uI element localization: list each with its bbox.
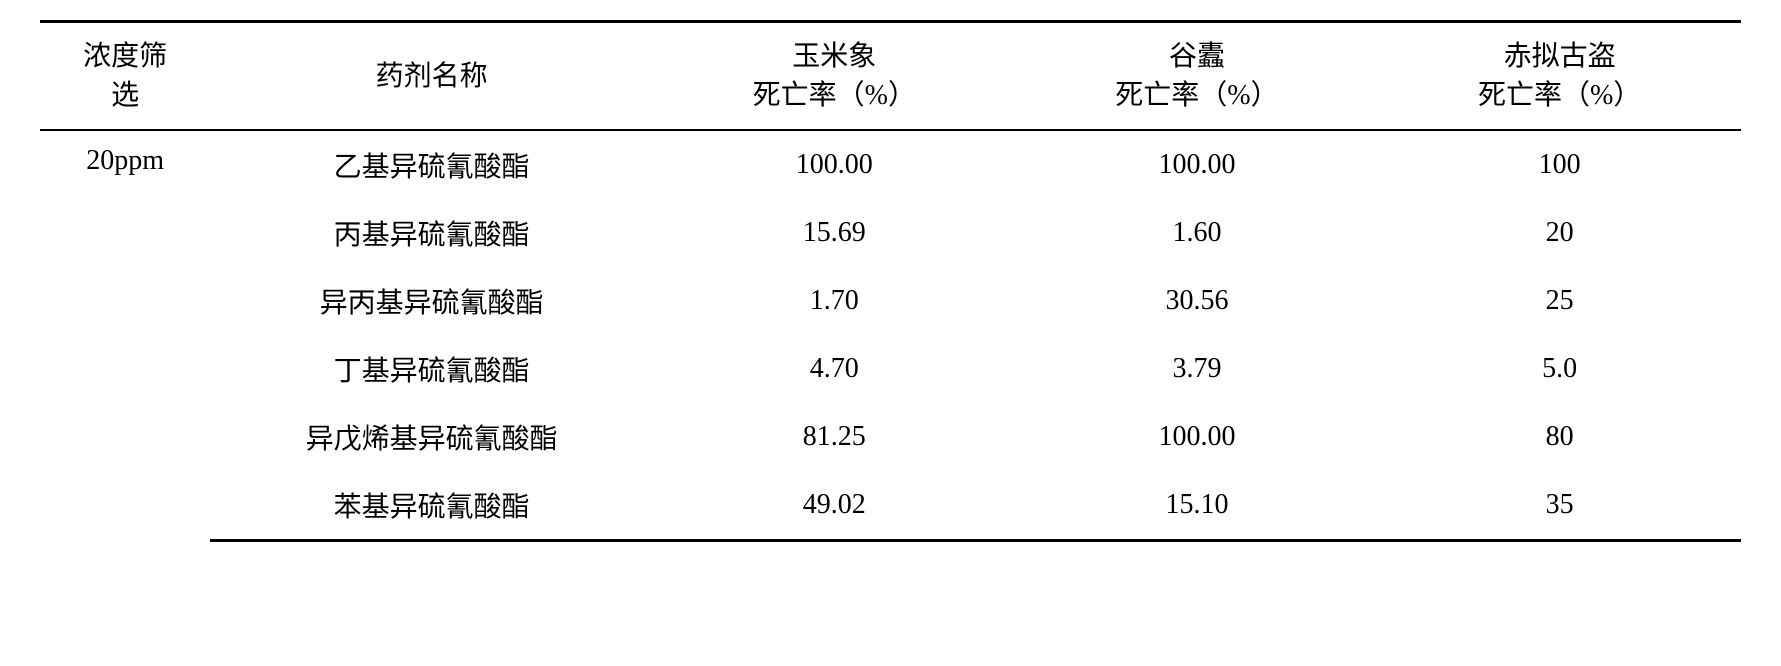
value-cell: 35	[1378, 471, 1741, 541]
table-body: 20ppm 乙基异硫氰酸酯 100.00 100.00 100 丙基异硫氰酸酯 …	[40, 130, 1741, 541]
value-cell: 80	[1378, 403, 1741, 471]
value-cell: 100.00	[1016, 403, 1379, 471]
table-row: 异戊烯基异硫氰酸酯 81.25 100.00 80	[40, 403, 1741, 471]
agent-name: 苯基异硫氰酸酯	[210, 471, 653, 541]
value-cell: 1.70	[653, 267, 1016, 335]
col-header-flour-beetle: 赤拟古盗 死亡率（%）	[1378, 22, 1741, 131]
col-header-agent-name: 药剂名称	[210, 22, 653, 131]
value-cell: 1.60	[1016, 199, 1379, 267]
value-cell: 100	[1378, 130, 1741, 199]
value-cell: 81.25	[653, 403, 1016, 471]
header-text: 谷蠹	[1024, 37, 1371, 76]
agent-name: 丁基异硫氰酸酯	[210, 335, 653, 403]
value-cell: 100.00	[653, 130, 1016, 199]
table-row: 丁基异硫氰酸酯 4.70 3.79 5.0	[40, 335, 1741, 403]
value-cell: 5.0	[1378, 335, 1741, 403]
value-cell: 3.79	[1016, 335, 1379, 403]
header-text: 死亡率（%）	[1024, 76, 1371, 115]
value-cell: 4.70	[653, 335, 1016, 403]
col-header-maize-weevil: 玉米象 死亡率（%）	[653, 22, 1016, 131]
agent-name: 丙基异硫氰酸酯	[210, 199, 653, 267]
header-text: 浓度筛	[48, 37, 202, 76]
value-cell: 20	[1378, 199, 1741, 267]
table-row: 苯基异硫氰酸酯 49.02 15.10 35	[40, 471, 1741, 541]
table-row: 丙基异硫氰酸酯 15.69 1.60 20	[40, 199, 1741, 267]
value-cell: 15.69	[653, 199, 1016, 267]
header-text: 玉米象	[661, 37, 1008, 76]
table-row: 异丙基异硫氰酸酯 1.70 30.56 25	[40, 267, 1741, 335]
col-header-grain-borer: 谷蠹 死亡率（%）	[1016, 22, 1379, 131]
agent-name: 异丙基异硫氰酸酯	[210, 267, 653, 335]
value-cell: 25	[1378, 267, 1741, 335]
agent-name: 异戊烯基异硫氰酸酯	[210, 403, 653, 471]
agent-name: 乙基异硫氰酸酯	[210, 130, 653, 199]
header-text: 药剂名称	[218, 57, 645, 96]
mortality-table: 浓度筛 选 药剂名称 玉米象 死亡率（%） 谷蠹 死亡率（%） 赤拟古盗 死亡率…	[40, 20, 1741, 542]
value-cell: 15.10	[1016, 471, 1379, 541]
value-cell: 30.56	[1016, 267, 1379, 335]
header-text: 死亡率（%）	[1386, 76, 1733, 115]
header-text: 选	[48, 76, 202, 115]
header-text: 死亡率（%）	[661, 76, 1008, 115]
header-text: 赤拟古盗	[1386, 37, 1733, 76]
col-header-concentration: 浓度筛 选	[40, 22, 210, 131]
table-row: 20ppm 乙基异硫氰酸酯 100.00 100.00 100	[40, 130, 1741, 199]
value-cell: 49.02	[653, 471, 1016, 541]
concentration-cell: 20ppm	[40, 130, 210, 541]
value-cell: 100.00	[1016, 130, 1379, 199]
table-header-row: 浓度筛 选 药剂名称 玉米象 死亡率（%） 谷蠹 死亡率（%） 赤拟古盗 死亡率…	[40, 22, 1741, 131]
